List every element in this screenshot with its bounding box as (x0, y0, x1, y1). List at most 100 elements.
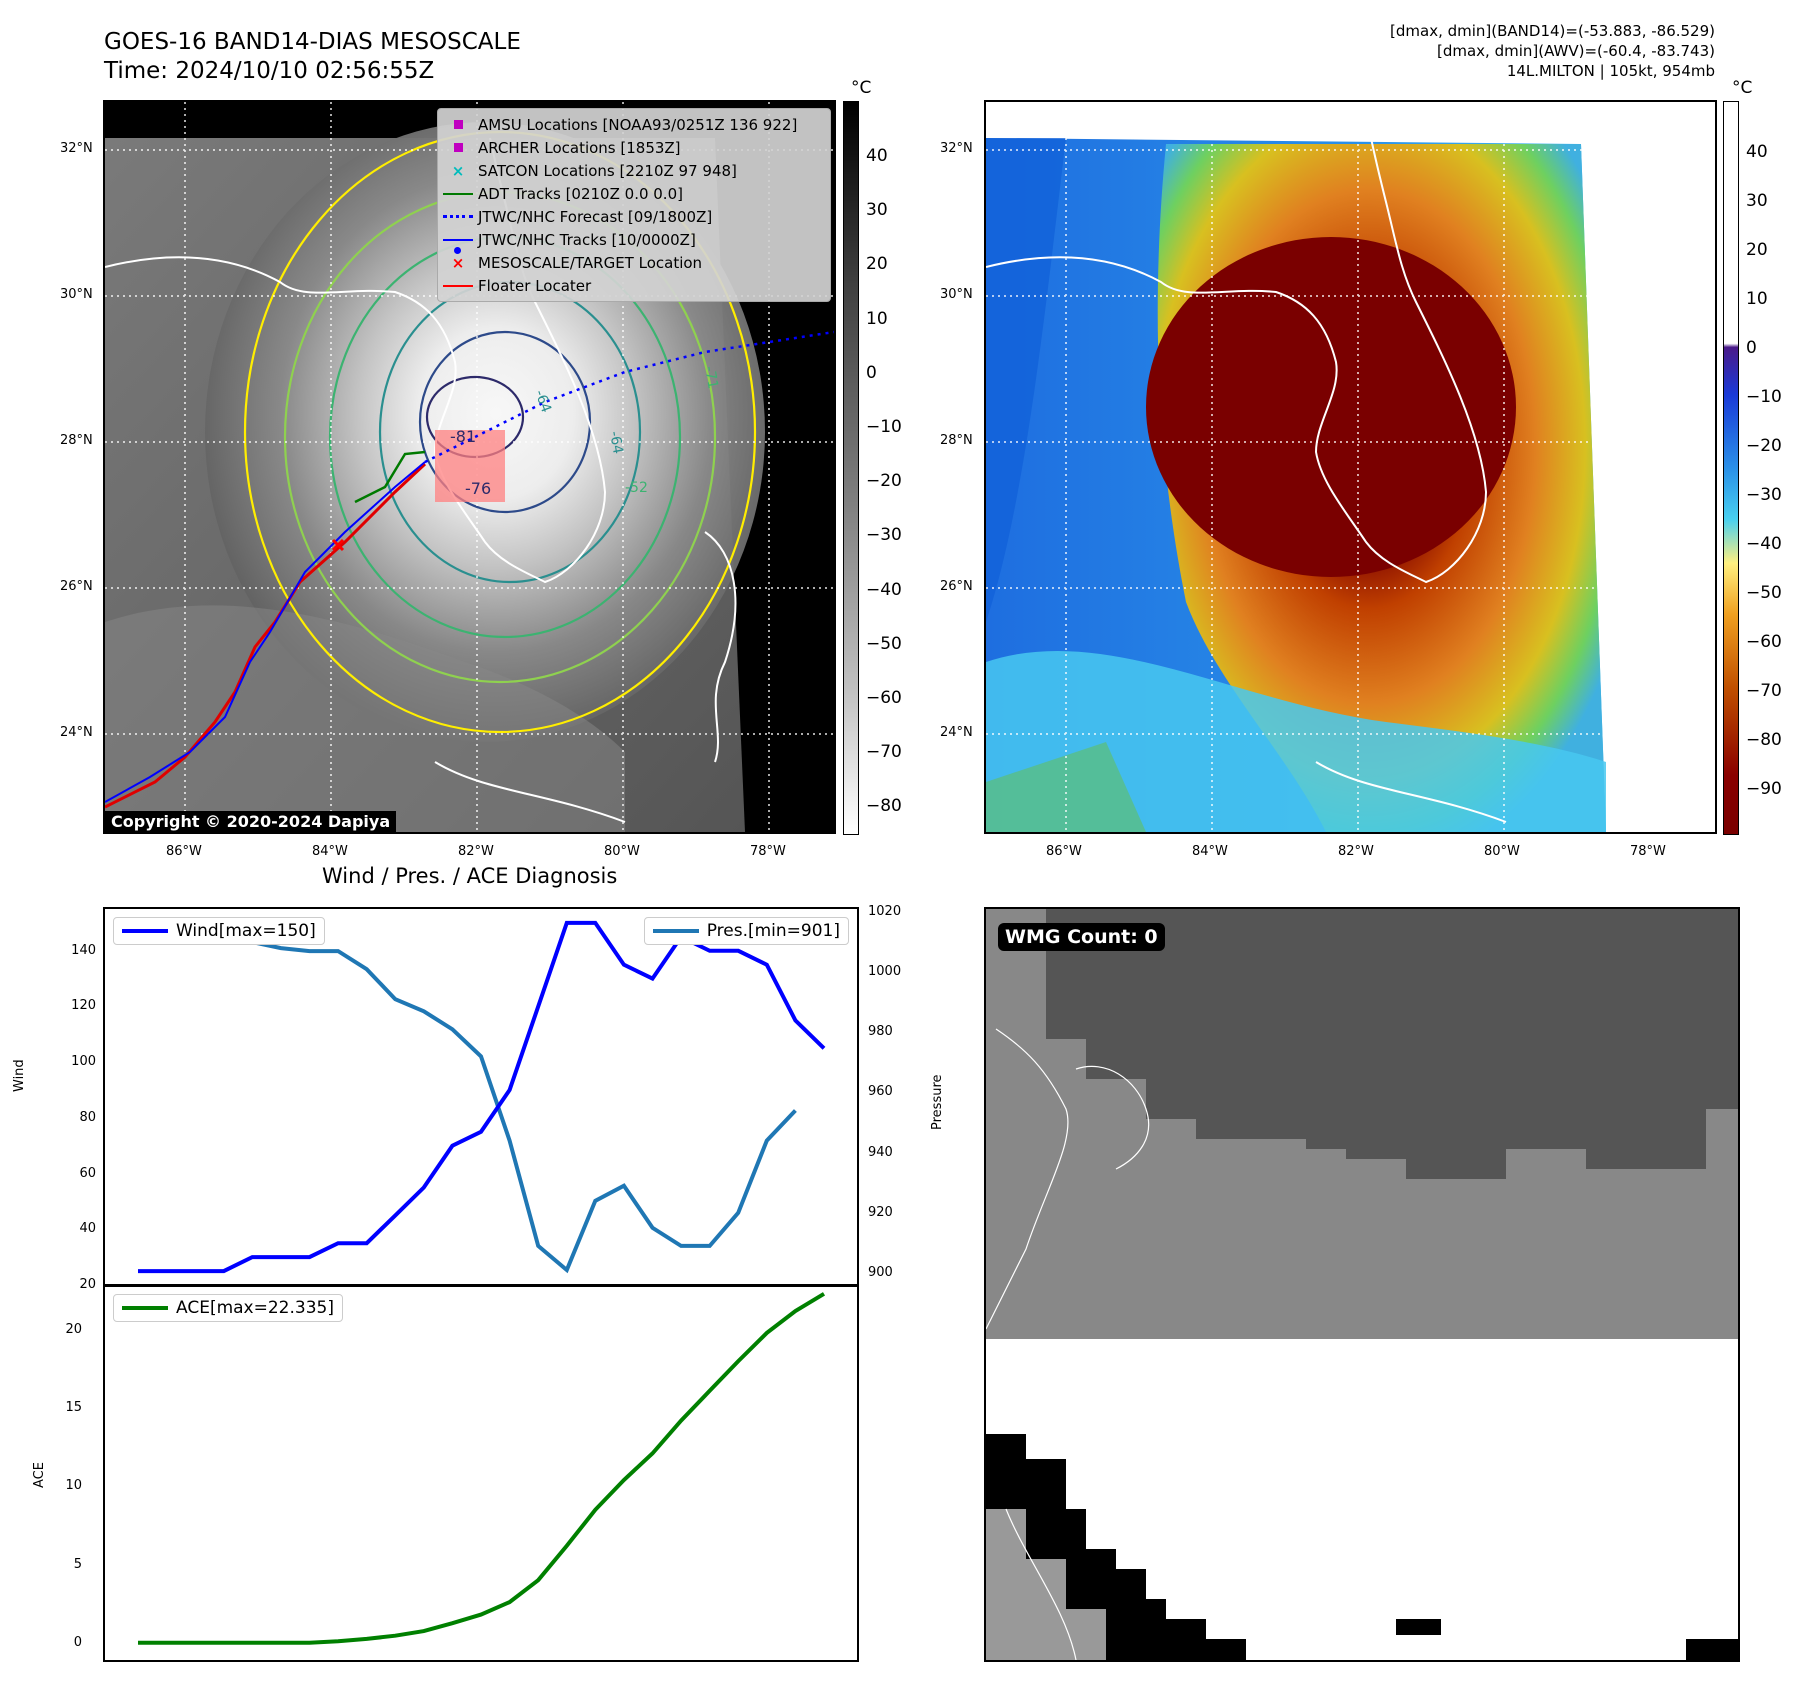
colorbar-tick: −50 (1746, 583, 1782, 603)
lat-tick: 26°N (60, 579, 93, 594)
pressure-y-tick: 960 (868, 1084, 893, 1100)
wind-y-tick: 20 (79, 1277, 96, 1292)
lon-tick: 84°W (312, 844, 348, 859)
ace-panel: ACE[max=22.335] (103, 1284, 859, 1662)
lat-tick: 32°N (940, 141, 973, 156)
ace-chart (138, 1292, 826, 1645)
lon-tick: 82°W (458, 844, 494, 859)
jtwc-forecast-track (424, 330, 834, 464)
pressure-y-tick: 1000 (868, 964, 902, 980)
contour-label: -76 (465, 479, 491, 498)
map-legend: AMSU Locations [NOAA93/0251Z 136 922] AR… (437, 108, 831, 302)
mesoscale-target-marker (331, 538, 345, 552)
ace-legend-label: ACE[max=22.335] (176, 1298, 334, 1318)
colorbar-tick: −60 (866, 688, 902, 708)
legend-item: × MESOSCALE/TARGET Location (451, 253, 703, 272)
colorbar-tick: 20 (1746, 240, 1768, 260)
awv-map (986, 102, 1715, 832)
adt-track (354, 450, 426, 504)
lat-tick: 28°N (60, 433, 93, 448)
pressure-legend-label: Pres.[min=901] (706, 921, 840, 941)
colorbar-tick: 10 (1746, 289, 1768, 309)
pressure-y-tick: 900 (868, 1264, 893, 1280)
colorbar-tick: 20 (866, 254, 888, 275)
wind-y-tick: 120 (71, 998, 96, 1014)
wind-pressure-chart (138, 920, 826, 1274)
lon-tick: 84°W (1192, 844, 1228, 859)
colorbar-tick: −40 (1746, 534, 1782, 554)
colorbar-tick: −50 (866, 633, 902, 654)
lat-tick: 24°N (60, 725, 93, 740)
diagnosis-chart-title: Wind / Pres. / ACE Diagnosis (322, 864, 618, 888)
lat-tick: 26°N (940, 579, 973, 594)
ace-y-tick: 5 (73, 1556, 82, 1572)
ace-y-tick: 15 (65, 1400, 82, 1416)
colorbar-tick: −30 (1746, 485, 1782, 505)
ace-y-tick: 20 (65, 1321, 82, 1337)
contour-label: -64 (531, 388, 554, 415)
band14-map-panel: -81 -76 -64 -64 -71 -52 AMSU Locations [… (103, 100, 836, 834)
colorbar-tick: −60 (1746, 632, 1782, 652)
wmg-panel: WMG Count: 0 (984, 907, 1740, 1662)
wind-line (138, 920, 826, 1274)
colorbar-tick: 0 (866, 362, 877, 383)
lat-tick: 28°N (940, 433, 973, 448)
lon-tick: 80°W (1484, 844, 1520, 859)
wind-y-label: Wind (12, 1059, 27, 1092)
figure-title-line1: GOES-16 BAND14-DIAS MESOSCALE (104, 29, 521, 55)
colorbar-tick: −70 (1746, 681, 1782, 701)
wind-legend-label: Wind[max=150] (176, 921, 316, 941)
colorbar-tick: −10 (1746, 387, 1782, 407)
colorbar-tick: −80 (866, 796, 902, 817)
pressure-line (138, 925, 797, 1274)
colorbar-tick: 40 (866, 146, 888, 166)
legend-item: JTWC/NHC Forecast [09/1800Z] (438, 205, 830, 228)
colorbar-tick: 40 (1746, 142, 1768, 162)
wind-y-tick: 140 (71, 942, 96, 958)
floater-locater-track (105, 462, 427, 809)
info-line1: [dmax, dmin](BAND14)=(-53.883, -86.529) (1390, 22, 1715, 40)
pressure-y-tick: 980 (868, 1024, 893, 1040)
contour-label: -52 (625, 480, 648, 496)
colorbar-tick: −30 (866, 525, 902, 546)
colorbar-tick: −40 (866, 579, 902, 600)
wind-y-tick: 80 (79, 1109, 96, 1125)
copyright-label: Copyright © 2020-2024 Dapiya (105, 811, 397, 832)
colorbar-tick: −20 (866, 471, 902, 492)
lat-tick: 30°N (940, 287, 973, 302)
colorbar-tick: −80 (1746, 730, 1782, 750)
lon-tick: 86°W (166, 844, 202, 859)
awv-colorbar-unit: °C (1732, 78, 1753, 98)
lat-tick: 24°N (940, 725, 973, 740)
pressure-y-tick: 1020 (868, 904, 902, 919)
info-line3: 14L.MILTON | 105kt, 954mb (1506, 62, 1715, 80)
ace-line (138, 1292, 826, 1645)
ace-y-tick: 0 (73, 1634, 82, 1650)
ace-legend: ACE[max=22.335] (113, 1294, 343, 1322)
colorbar-tick: −70 (866, 742, 902, 763)
wind-legend: Wind[max=150] (113, 917, 325, 945)
contour-label: -71 (701, 365, 721, 390)
pressure-legend: Pres.[min=901] (643, 917, 849, 945)
ace-y-tick: 10 (65, 1478, 82, 1494)
pressure-y-label: Pressure (930, 1074, 945, 1130)
awv-map-panel (984, 100, 1717, 834)
contour-label: -64 (606, 430, 626, 455)
lon-tick: 78°W (750, 844, 786, 859)
wmg-map (986, 909, 1738, 1660)
colorbar-tick: −10 (866, 417, 902, 437)
wind-y-tick: 40 (79, 1221, 96, 1237)
awv-colorbar (1723, 101, 1739, 835)
wind-pressure-panel: Wind[max=150] Pres.[min=901] (103, 907, 859, 1287)
colorbar-tick: 30 (866, 200, 888, 221)
legend-item: Floater Locater (438, 274, 830, 297)
figure-title-line2: Time: 2024/10/10 02:56:55Z (104, 58, 435, 84)
contour-label: -81 (450, 427, 476, 446)
lon-tick: 78°W (1630, 844, 1666, 859)
wind-y-tick: 100 (71, 1054, 96, 1070)
band14-colorbar (843, 101, 859, 835)
colorbar-tick: −90 (1746, 779, 1782, 799)
wind-y-tick: 60 (79, 1165, 96, 1181)
legend-item: × SATCON Locations [2210Z 97 948] (451, 161, 737, 180)
colorbar-tick: 10 (866, 308, 888, 329)
